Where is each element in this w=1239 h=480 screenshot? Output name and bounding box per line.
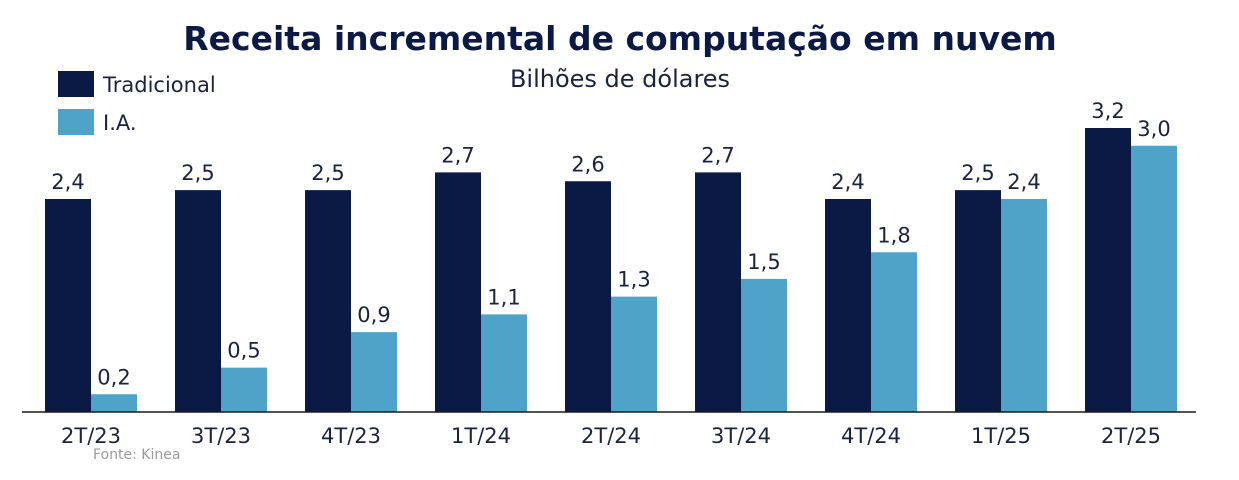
bar-ia-1 — [221, 367, 267, 412]
value-label-ia-0: 0,2 — [97, 365, 130, 389]
x-tick-label-3: 1T/24 — [451, 424, 511, 448]
bar-tradicional-2 — [305, 190, 351, 412]
value-labels-group: 2,4 0,2 2,5 0,5 2,5 0,9 2,7 1,1 2,6 1,3 2,7 1,5 2,4 1… — [51, 99, 1170, 389]
bar-tradicional-0 — [45, 199, 91, 412]
bar-tradicional-6 — [825, 199, 871, 412]
value-label-tradicional-8: 3,2 — [1091, 99, 1124, 123]
x-tick-label-0: 2T/23 — [61, 424, 121, 448]
bar-ia-2 — [351, 332, 397, 412]
chart-subtitle: Bilhões de dólares — [510, 65, 730, 93]
value-label-ia-4: 1,3 — [617, 268, 650, 292]
x-tick-label-4: 2T/24 — [581, 424, 641, 448]
source-note: Fonte: Kinea — [93, 447, 180, 463]
bar-ia-3 — [481, 314, 527, 412]
bars-group — [45, 128, 1177, 412]
value-label-ia-8: 3,0 — [1137, 117, 1170, 141]
bar-ia-4 — [611, 296, 657, 412]
value-label-ia-1: 0,5 — [227, 339, 260, 363]
value-label-ia-7: 2,4 — [1007, 170, 1040, 194]
bar-tradicional-4 — [565, 181, 611, 412]
value-label-ia-6: 1,8 — [877, 223, 910, 247]
bar-ia-8 — [1131, 145, 1177, 412]
bar-ia-5 — [741, 278, 787, 412]
x-tick-label-5: 3T/24 — [711, 424, 771, 448]
value-label-ia-2: 0,9 — [357, 303, 390, 327]
bar-tradicional-1 — [175, 190, 221, 412]
bar-tradicional-3 — [435, 172, 481, 412]
chart-title: Receita incremental de computação em nuv… — [183, 19, 1057, 58]
bar-tradicional-8 — [1085, 128, 1131, 412]
value-label-ia-5: 1,5 — [747, 250, 780, 274]
bar-ia-0 — [91, 394, 137, 412]
value-label-tradicional-4: 2,6 — [571, 152, 604, 176]
value-label-tradicional-0: 2,4 — [51, 170, 84, 194]
legend-swatch-ia — [58, 109, 94, 135]
legend-swatch-tradicional — [58, 71, 94, 97]
value-label-tradicional-7: 2,5 — [961, 161, 994, 185]
value-label-tradicional-5: 2,7 — [701, 143, 734, 167]
value-label-tradicional-2: 2,5 — [311, 161, 344, 185]
legend: Tradicional I.A. — [58, 71, 216, 135]
value-label-tradicional-1: 2,5 — [181, 161, 214, 185]
x-tick-label-8: 2T/25 — [1101, 424, 1161, 448]
value-label-tradicional-3: 2,7 — [441, 143, 474, 167]
x-tick-label-7: 1T/25 — [971, 424, 1031, 448]
value-label-tradicional-6: 2,4 — [831, 170, 864, 194]
bar-ia-6 — [871, 252, 917, 412]
value-label-ia-3: 1,1 — [487, 285, 520, 309]
bar-tradicional-7 — [955, 190, 1001, 412]
x-tick-label-6: 4T/24 — [841, 424, 901, 448]
x-tick-labels-group: 2T/23 3T/23 4T/23 1T/24 2T/24 3T/24 4T/24 1T/25… — [61, 424, 1161, 448]
bar-ia-7 — [1001, 199, 1047, 412]
legend-label-ia: I.A. — [103, 111, 137, 135]
x-tick-label-1: 3T/23 — [191, 424, 251, 448]
bar-tradicional-5 — [695, 172, 741, 412]
x-tick-label-2: 4T/23 — [321, 424, 381, 448]
legend-label-tradicional: Tradicional — [102, 73, 216, 97]
